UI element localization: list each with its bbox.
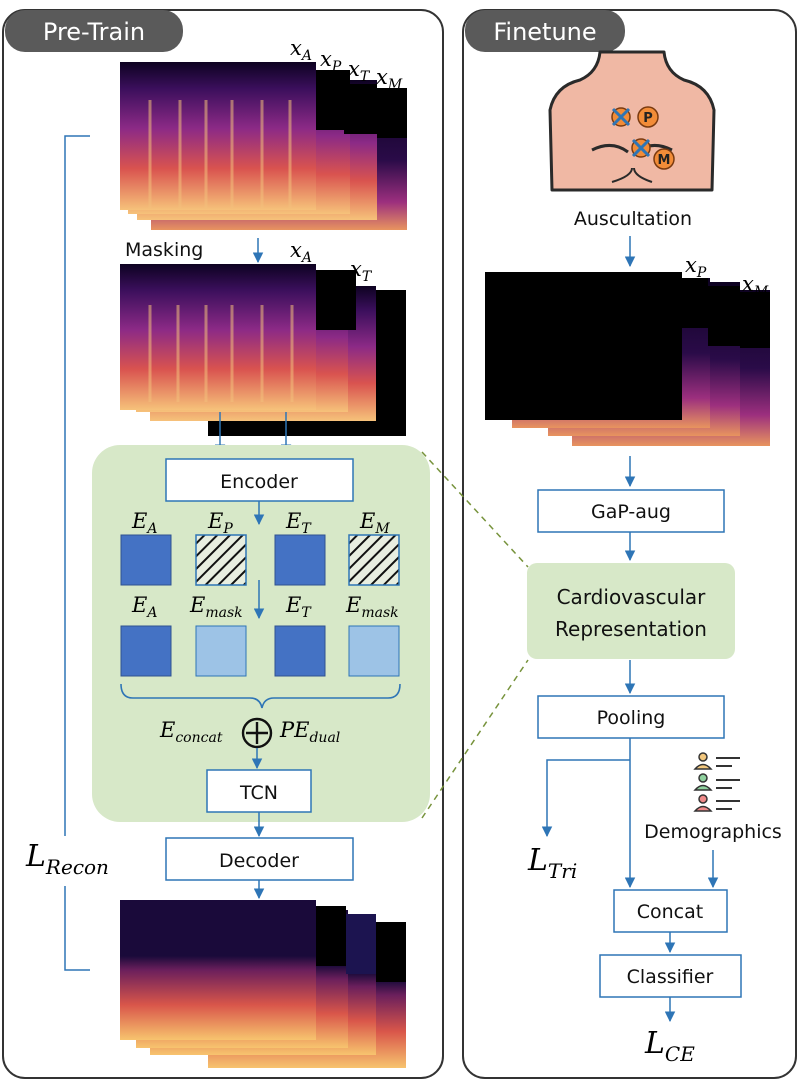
encoder-label: Encoder [220,471,298,493]
representation-line1: Cardiovascular [557,585,707,609]
concat-label: Concat [637,901,703,923]
concat-brace [120,683,401,709]
embed-r2-4-sub: mask [361,605,398,621]
finetune-title: Finetune [493,18,596,46]
embed-r1-4-sub: M [374,521,390,537]
pretrain-title-tab [5,10,183,52]
embed2-mask-square-2 [348,625,400,677]
input-label-a: A [300,48,312,64]
dashed-connector-top [421,451,529,568]
concat-sub: concat [175,730,222,746]
tri-loss-sub: Tri [548,859,577,883]
masked-label-t: T [362,269,373,285]
input-label-m: M [387,77,403,93]
ce-loss-sub: CE [665,1042,695,1066]
masking-label: Masking [125,239,203,261]
input-label-p: P [331,59,342,75]
embed-a-square [120,534,172,586]
pretrain-title: Pre-Train [43,18,145,46]
svg-text:EP: EP [207,509,233,537]
add-operator-icon [241,717,273,749]
pooling-label: Pooling [597,707,666,729]
masked-label-a: A [300,250,312,266]
recon-loss-sub: Recon [45,855,109,879]
pooling-box [537,695,725,739]
representation-line2: Representation [555,617,707,641]
finetune-spectrogram-stack [485,272,770,446]
masked-spectrogram-stack [120,264,406,436]
tcn-label: TCN [239,782,278,804]
input-label-t: T [360,69,371,85]
embed2-t-square [274,625,326,677]
embed-r2-1-sub: A [145,605,157,621]
classifier-box [599,954,742,998]
embed-m-hatched-square [348,534,400,586]
encoder-box [165,458,354,502]
ft-spec-label-m: M [753,284,769,300]
representation-box [527,563,735,659]
tcn-box [206,769,312,813]
auscultation-label: Auscultation [574,208,692,230]
embed-p-hatched-square [195,534,247,586]
auscultation-site-aortic-icon [611,107,631,127]
embed2-mask-square-1 [195,625,247,677]
demographics-label: Demographics [644,821,782,843]
gap-aug-label: GaP-aug [591,501,671,523]
finetune-title-tab [465,10,625,52]
embed-r2-3-sub: T [301,605,312,621]
embed-r1-3-sub: T [301,521,312,537]
dashed-connector-bottom [421,659,529,819]
embed-t-square [274,534,326,586]
site-m-label: M [658,153,671,168]
recon-loss-bracket [64,135,90,971]
embed-r1-1-sub: A [145,521,157,537]
auscultation-site-tricuspid-icon [631,138,651,158]
pooling-to-tri-line [541,759,630,838]
pe-sub: dual [309,730,340,746]
embed2-a-square [120,625,172,677]
demographics-icon [693,752,740,812]
gap-aug-box [537,489,725,533]
model-core-region [92,445,430,822]
classifier-label: Classifier [627,966,714,988]
site-p-label: P [643,111,653,126]
input-spectrogram-stack [120,62,407,230]
embed-r1-2-sub: P [222,521,233,537]
concat-box [613,889,728,933]
auscultation-site-m-icon [653,148,675,170]
embed-r2-2-sub: mask [205,605,242,621]
ft-spec-label-p: P [696,265,707,281]
decoder-box [165,837,354,881]
reconstructed-spectrogram-stack [120,900,406,1068]
auscultation-site-p-icon [637,106,659,128]
decoder-label: Decoder [219,850,299,872]
